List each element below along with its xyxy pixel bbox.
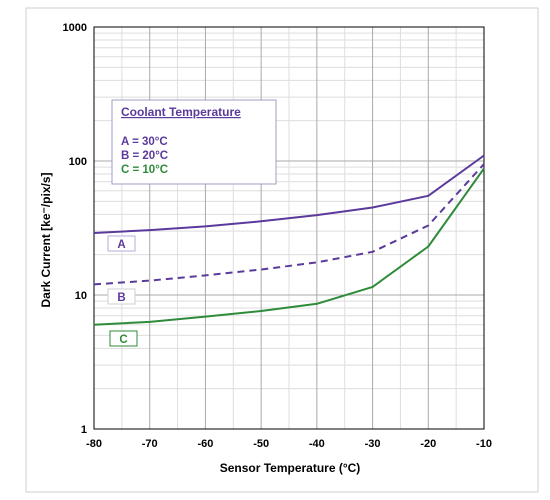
series-layer: [93, 154, 485, 326]
x-tick-label: -70: [142, 438, 158, 450]
legend-title: Coolant Temperature: [121, 105, 241, 119]
y-axis-title: Dark Current [ke⁻/pix/s]: [39, 172, 53, 307]
series-line-c: [93, 167, 485, 326]
x-tick-label: -40: [309, 438, 325, 450]
major-gridlines: [94, 27, 484, 429]
x-tick-label: -60: [197, 438, 213, 450]
x-tick-label: -20: [420, 438, 436, 450]
y-tick-label: 1: [81, 424, 87, 436]
legend-entry-c: C = 10°C: [121, 164, 168, 176]
legend-box: [111, 99, 277, 185]
x-tick-label: -80: [86, 438, 102, 450]
plot-area-border: [93, 26, 485, 430]
series-line-a: [93, 154, 485, 234]
y-tick-label: 1000: [63, 22, 87, 34]
legend-entry-b: B = 20°C: [121, 150, 168, 162]
x-tick-label: -10: [476, 438, 492, 450]
y-tick-label: 100: [69, 156, 87, 168]
legend: Coolant Temperature A = 30°C B = 20°C C …: [111, 99, 277, 185]
series-label-c-text: C: [119, 334, 127, 346]
series-line-b: [93, 163, 485, 286]
series-label-c-box: [109, 330, 138, 347]
x-tick-label: -50: [253, 438, 269, 450]
series-label-b-text: B: [117, 292, 125, 304]
series-label-a: A: [107, 235, 136, 252]
series-label-a-box: [107, 235, 136, 252]
series-label-a-text: A: [117, 239, 125, 251]
y-tick-labels: 1 10 100 1000: [63, 22, 87, 436]
series-label-b: B: [107, 288, 136, 305]
x-tick-labels: -80 -70 -60 -50 -40 -30 -20 -10: [86, 438, 492, 450]
x-tick-label: -30: [365, 438, 381, 450]
series-label-c: C: [109, 330, 138, 347]
y-tick-label: 10: [75, 290, 87, 302]
x-axis-title: Sensor Temperature (°C): [220, 461, 361, 475]
series-label-b-box: [107, 288, 136, 305]
legend-entry-a: A = 30°C: [121, 136, 168, 148]
